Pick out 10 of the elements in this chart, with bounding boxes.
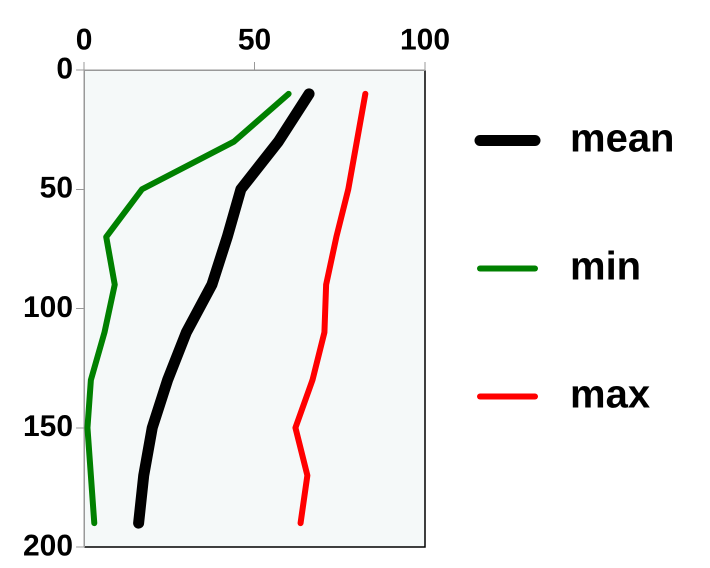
- x-tick-label: 50: [238, 23, 272, 56]
- y-tick-label: 100: [22, 290, 74, 324]
- x-tick-label: 100: [400, 23, 450, 56]
- y-tick-label: 0: [56, 52, 74, 86]
- legend-label: max: [570, 372, 650, 417]
- y-tick-label: 50: [40, 172, 74, 205]
- legend-label: min: [570, 244, 642, 289]
- y-tick-label: 200: [22, 529, 74, 562]
- legend-label: mean: [570, 116, 674, 161]
- y-tick-label: 150: [22, 410, 74, 444]
